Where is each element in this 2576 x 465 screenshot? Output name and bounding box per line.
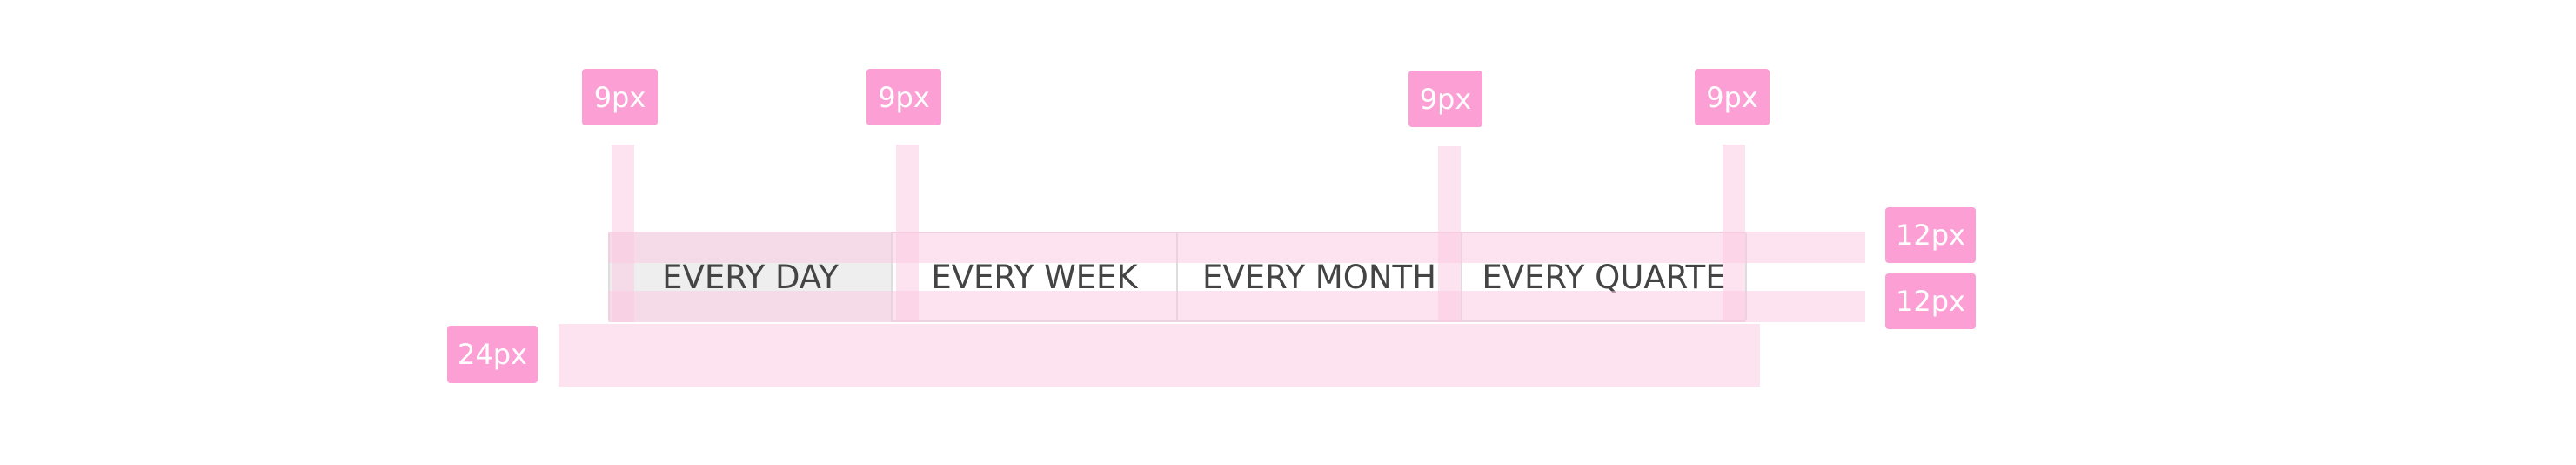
spacing-12 bbox=[608, 291, 1865, 322]
spacing-9 bbox=[1438, 146, 1461, 322]
spacing-9 bbox=[1723, 145, 1745, 322]
spacing-9 bbox=[612, 145, 634, 322]
segment[interactable]: EVERY QUARTE bbox=[1482, 258, 1726, 296]
tag: 9px bbox=[866, 69, 941, 125]
segment[interactable]: EVERY WEEK bbox=[893, 232, 1178, 322]
tag: 9px bbox=[582, 69, 658, 125]
tag: 12px bbox=[1885, 273, 1976, 329]
tag: 9px bbox=[1408, 71, 1482, 127]
tag: 24px bbox=[447, 326, 538, 383]
spacing-9 bbox=[896, 145, 919, 322]
tag: 9px bbox=[1695, 69, 1770, 125]
segment[interactable]: EVERY MONTH bbox=[1178, 232, 1462, 322]
spacing-12 bbox=[608, 232, 1865, 263]
tag: 12px bbox=[1885, 207, 1976, 263]
spacing-24 bbox=[559, 324, 1760, 387]
